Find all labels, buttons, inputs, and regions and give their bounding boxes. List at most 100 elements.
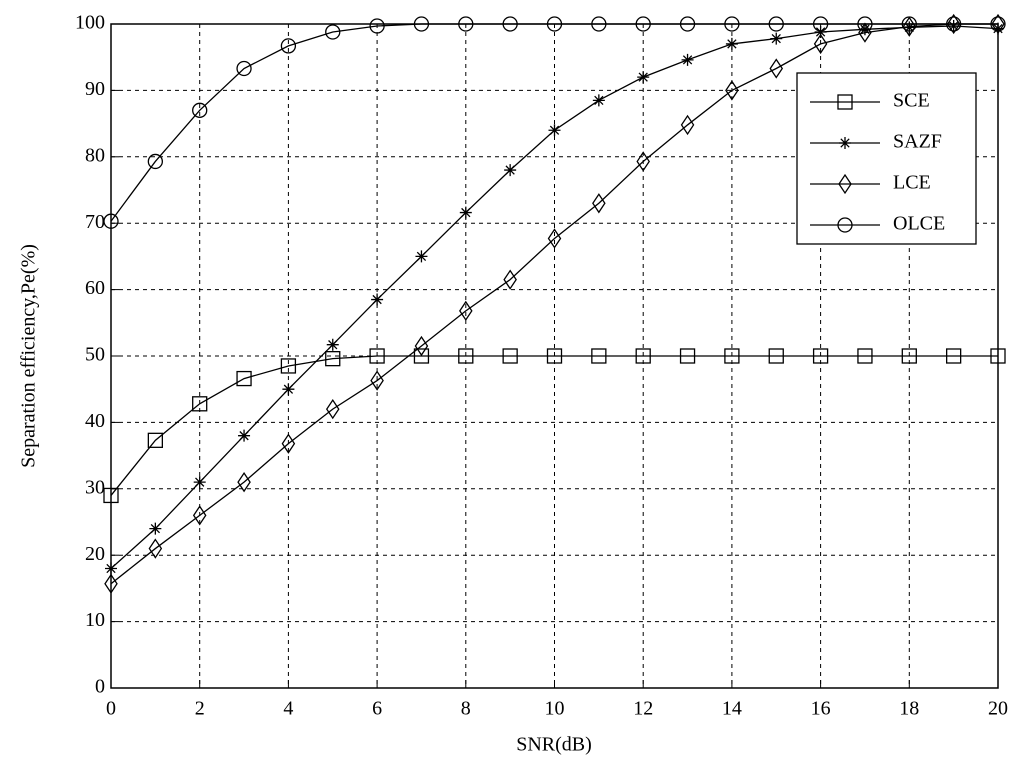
marker [193,476,206,489]
legend-label: LCE [893,172,931,194]
marker [415,250,428,263]
marker [681,53,694,66]
marker [459,206,472,219]
marker [459,300,473,322]
x-tick-label: 18 [899,698,919,720]
x-tick-label: 14 [722,698,742,720]
marker [236,370,252,387]
marker [858,23,871,36]
marker [147,432,164,448]
marker [413,348,430,364]
marker [192,396,208,412]
marker [635,348,651,364]
legend-marker [837,217,853,233]
legend-marker [837,94,853,110]
series-line [110,355,998,496]
marker [592,193,606,214]
y-tick-label: 90 [85,78,105,100]
marker [280,358,297,374]
series-line [110,23,998,222]
marker [636,151,650,172]
marker [325,398,340,420]
marker [503,269,517,290]
y-tick-label: 100 [75,12,105,34]
y-tick-label: 30 [85,476,105,498]
marker [769,58,784,79]
marker [192,505,207,526]
marker [990,348,1006,364]
x-tick-label: 4 [283,698,293,720]
marker [946,348,962,364]
legend-label: SAZF [893,131,942,153]
marker [458,348,474,364]
y-tick-label: 80 [85,144,105,166]
marker [281,433,296,454]
marker [369,348,385,364]
x-tick-label: 8 [461,698,471,720]
marker [414,335,429,357]
x-tick-label: 12 [633,698,653,720]
marker [325,351,341,367]
marker [637,71,650,84]
marker [103,487,119,504]
marker [238,429,251,442]
legend-box [796,72,977,245]
marker [148,538,163,559]
x-tick-label: 16 [811,698,831,720]
marker [679,16,696,32]
marker [991,13,1005,35]
marker [458,16,474,32]
marker [725,37,738,50]
marker [548,124,561,137]
marker [992,22,1004,35]
marker [901,348,917,364]
marker [370,370,384,391]
marker [546,348,563,364]
marker [280,38,297,54]
marker [679,348,696,364]
x-tick-label: 6 [372,698,382,720]
marker [946,16,962,32]
marker [103,213,119,229]
x-tick-label: 2 [195,698,205,720]
marker [724,348,740,364]
marker [147,153,164,170]
marker [546,16,563,32]
y-tick-label: 50 [85,344,105,366]
y-tick-label: 0 [95,676,105,698]
marker [369,18,385,34]
marker [901,16,917,32]
marker [725,80,739,101]
x-tick-label: 0 [106,698,116,720]
legend-marker [838,173,852,195]
y-tick-label: 40 [85,410,105,432]
marker [814,25,827,38]
marker [635,16,651,32]
y-tick-label: 60 [85,277,105,299]
y-tick-label: 70 [85,211,105,233]
marker [502,16,518,32]
marker [192,102,208,118]
marker [857,348,873,364]
marker [502,348,518,364]
marker [903,21,916,34]
marker [237,471,251,493]
x-tick-label: 10 [545,698,565,720]
x-tick-label: 20 [988,698,1008,720]
marker [371,293,384,306]
marker [768,16,784,32]
legend-label: OLCE [893,213,945,235]
marker [413,16,430,32]
marker [105,562,117,575]
marker [326,338,339,351]
marker [104,573,118,594]
y-tick-label: 20 [85,543,105,565]
marker [591,348,607,364]
marker [236,60,252,77]
marker [591,16,607,32]
legend-label: SCE [893,90,930,112]
y-tick-label: 10 [85,609,105,631]
marker [547,228,562,249]
x-axis-label: SNR(dB) [516,734,592,756]
